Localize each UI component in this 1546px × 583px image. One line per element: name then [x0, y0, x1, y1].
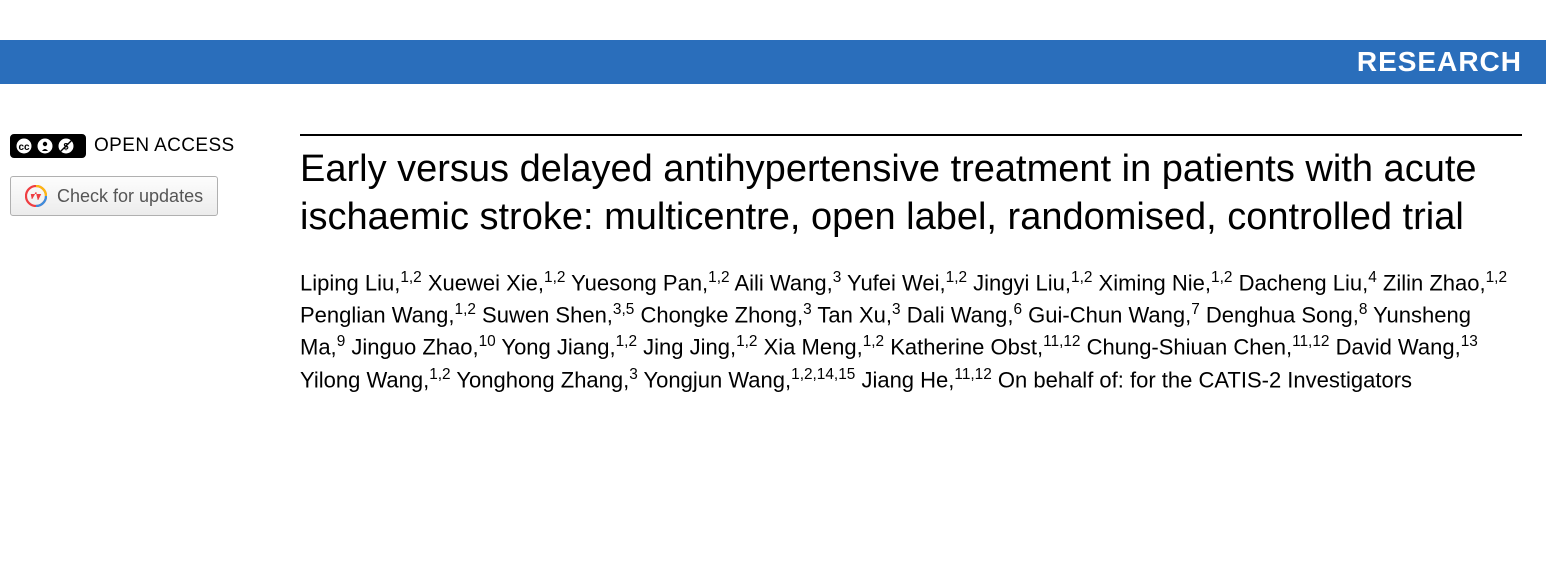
author: Yong Jiang, [501, 335, 615, 360]
left-column: cc $ OPEN ACCESS Che [10, 134, 270, 396]
author-affiliation: 3 [833, 269, 842, 286]
author-affiliation: 3 [892, 301, 901, 318]
author-affiliation: 3,5 [613, 301, 634, 318]
author: Zilin Zhao, [1383, 270, 1486, 295]
section-header-bar: RESEARCH [0, 40, 1546, 84]
open-access-label: OPEN ACCESS [94, 135, 235, 157]
author: Jing Jing, [643, 335, 736, 360]
check-updates-label: Check for updates [57, 186, 203, 207]
author: Yuesong Pan, [571, 270, 708, 295]
author: Denghua Song, [1206, 303, 1359, 328]
author-affiliation: 3 [629, 366, 638, 383]
author: Xia Meng, [764, 335, 863, 360]
author: Dali Wang, [907, 303, 1014, 328]
author-affiliation: 4 [1368, 269, 1377, 286]
author-list: Liping Liu,1,2 Xuewei Xie,1,2 Yuesong Pa… [300, 267, 1522, 396]
author: Penglian Wang, [300, 303, 455, 328]
check-for-updates-button[interactable]: Check for updates [10, 176, 218, 216]
author: Dacheng Liu, [1239, 270, 1369, 295]
author: Jingyi Liu, [973, 270, 1071, 295]
author-affiliation: 8 [1359, 301, 1368, 318]
crossmark-icon [25, 185, 47, 207]
author: Jiang He, [861, 367, 954, 392]
author: Chung-Shiuan Chen, [1087, 335, 1292, 360]
author-affiliation: 1,2,14,15 [791, 366, 855, 383]
author-affiliation: 1,2 [946, 269, 967, 286]
cc-license-icon: cc $ [10, 134, 86, 158]
author: Katherine Obst, [890, 335, 1043, 360]
author: Tan Xu, [817, 303, 892, 328]
author-affiliation: 1,2 [455, 301, 476, 318]
article-header-content: cc $ OPEN ACCESS Che [0, 84, 1546, 420]
author: Gui-Chun Wang, [1028, 303, 1191, 328]
author-affiliation: 11,12 [1043, 333, 1080, 350]
author-affiliation: 11,12 [1292, 333, 1329, 350]
svg-text:cc: cc [18, 142, 30, 153]
author: Chongke Zhong, [640, 303, 803, 328]
author-affiliation: 1,2 [544, 269, 565, 286]
section-label: RESEARCH [1357, 46, 1522, 77]
article-title: Early versus delayed antihypertensive tr… [300, 146, 1522, 241]
author-affiliation: 1,2 [708, 269, 729, 286]
author-affiliation: 1,2 [736, 333, 757, 350]
author-affiliation: 1,2 [616, 333, 637, 350]
author: Ximing Nie, [1099, 270, 1211, 295]
author: David Wang, [1336, 335, 1461, 360]
author: Suwen Shen, [482, 303, 613, 328]
author-affiliation: 1,2 [1211, 269, 1232, 286]
author: Xuewei Xie, [428, 270, 544, 295]
author: Yufei Wei, [847, 270, 946, 295]
author-affiliation: 1,2 [429, 366, 450, 383]
author-affiliation: 13 [1461, 333, 1478, 350]
author: Yongjun Wang, [644, 367, 792, 392]
open-access-badge: cc $ OPEN ACCESS [10, 134, 270, 158]
author-affiliation: 1,2 [1486, 269, 1507, 286]
author-affiliation: 7 [1191, 301, 1200, 318]
on-behalf-text: On behalf of: for the CATIS-2 Investigat… [998, 367, 1412, 392]
author-affiliation: 10 [479, 333, 496, 350]
author-affiliation: 9 [337, 333, 346, 350]
author-affiliation: 1,2 [863, 333, 884, 350]
author-affiliation: 6 [1013, 301, 1022, 318]
author-affiliation: 3 [803, 301, 812, 318]
author: Liping Liu, [300, 270, 400, 295]
author: Yilong Wang, [300, 367, 429, 392]
author: Yonghong Zhang, [456, 367, 629, 392]
article-main: Early versus delayed antihypertensive tr… [300, 134, 1522, 396]
author: Aili Wang, [734, 270, 832, 295]
author-affiliation: 1,2 [1071, 269, 1092, 286]
author-affiliation: 11,12 [954, 366, 991, 383]
author: Jinguo Zhao, [351, 335, 478, 360]
author-affiliation: 1,2 [400, 269, 421, 286]
